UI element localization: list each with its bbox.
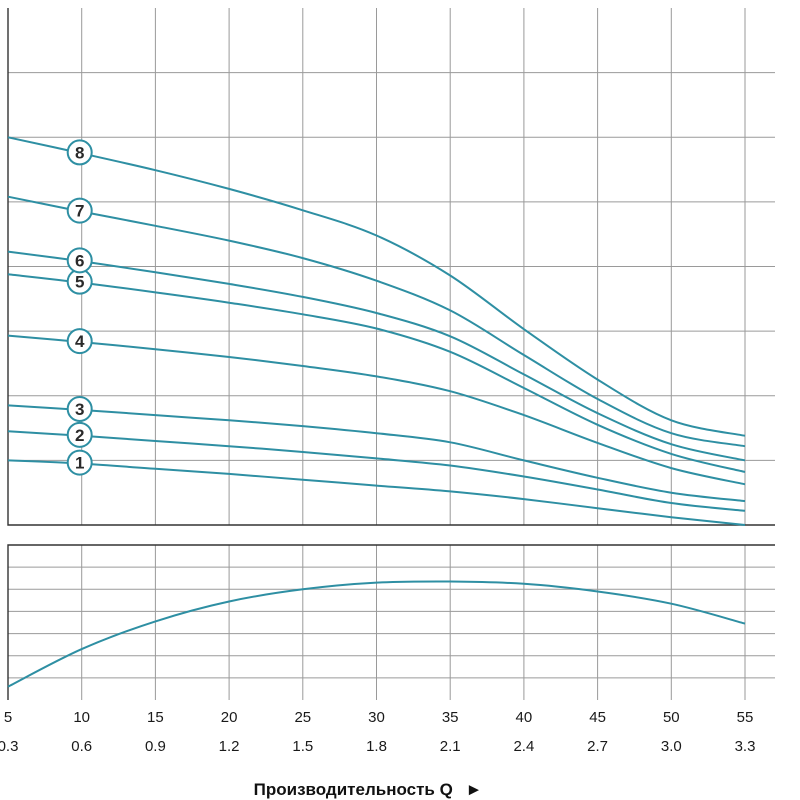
curve-badge-label: 4 bbox=[75, 332, 85, 351]
efficiency-panel-grid bbox=[7, 544, 775, 700]
curve-badge-label: 2 bbox=[75, 426, 84, 445]
curve-badge-circle bbox=[66, 449, 93, 476]
x-tick-primary: 30 bbox=[368, 709, 385, 726]
x-tick-primary: 25 bbox=[294, 709, 311, 726]
x-tick-primary: 10 bbox=[73, 709, 90, 726]
x-tick-primary: 40 bbox=[516, 709, 533, 726]
head-curve-6 bbox=[7, 250, 746, 462]
curve-badge-label: 7 bbox=[75, 202, 84, 221]
x-axis-title-text: Производительность Q bbox=[254, 780, 453, 799]
curve-badge-circle bbox=[66, 395, 93, 422]
x-ticks-secondary: 0.3 0.6 0.9 1.2 1.5 1.8 2.1 2.4 2.7 3.0 3.3 bbox=[0, 738, 755, 755]
x-tick-primary: 15 bbox=[147, 709, 164, 726]
x-tick-secondary: 3.0 bbox=[661, 738, 682, 755]
curve-badge-4: 4 bbox=[66, 328, 93, 355]
curve-badge-label: 3 bbox=[75, 400, 84, 419]
x-tick-primary: 45 bbox=[589, 709, 606, 726]
x-tick-primary: 5 bbox=[4, 709, 12, 726]
curve-badge-8: 8 bbox=[66, 139, 93, 166]
x-axis-arrow: ► bbox=[466, 780, 483, 799]
x-tick-secondary: 1.2 bbox=[219, 738, 240, 755]
x-tick-secondary: 0.6 bbox=[71, 738, 92, 755]
curve-badge-label: 5 bbox=[75, 273, 84, 292]
x-axis-title: Производительность Q ► bbox=[254, 780, 483, 799]
head-curve-4 bbox=[7, 334, 746, 486]
curve-badge-6: 6 bbox=[66, 247, 93, 274]
curve-badge-circle bbox=[66, 247, 93, 274]
x-ticks-primary: 5 10 15 20 25 30 35 40 45 50 55 bbox=[4, 709, 754, 726]
curve-badge-label: 8 bbox=[75, 143, 84, 162]
curve-badge-circle bbox=[66, 139, 93, 166]
curve-badge-7: 7 bbox=[66, 197, 93, 224]
curve-badge-circle bbox=[66, 328, 93, 355]
x-tick-secondary: 0.3 bbox=[0, 738, 18, 755]
x-tick-primary: 55 bbox=[737, 709, 754, 726]
head-curve-2 bbox=[7, 430, 746, 512]
x-tick-secondary: 0.9 bbox=[145, 738, 166, 755]
head-curves bbox=[7, 136, 746, 526]
x-tick-secondary: 2.1 bbox=[440, 738, 461, 755]
x-tick-primary: 20 bbox=[221, 709, 238, 726]
x-tick-secondary: 2.4 bbox=[513, 738, 534, 755]
curve-badge-label: 6 bbox=[75, 251, 84, 270]
curve-badge-2: 2 bbox=[66, 421, 93, 448]
head-curve-8 bbox=[7, 136, 746, 437]
head-panel-frame bbox=[7, 8, 775, 526]
head-curve-7 bbox=[7, 195, 746, 448]
efficiency-curve bbox=[7, 580, 746, 688]
curve-badge-3: 3 bbox=[66, 395, 93, 422]
curve-badge-label: 1 bbox=[75, 454, 84, 473]
head-curve-5 bbox=[7, 273, 746, 473]
curve-badge-circle bbox=[66, 421, 93, 448]
x-tick-secondary: 2.7 bbox=[587, 738, 608, 755]
curve-badge-circle bbox=[66, 197, 93, 224]
x-tick-primary: 50 bbox=[663, 709, 680, 726]
eff-panel-frame bbox=[7, 544, 775, 700]
x-tick-secondary: 3.3 bbox=[735, 738, 756, 755]
x-tick-secondary: 1.5 bbox=[292, 738, 313, 755]
curve-badge-1: 1 bbox=[66, 449, 93, 476]
curve-badges: 1 2 3 4 5 6 7 8 bbox=[66, 139, 93, 476]
head-curve-1 bbox=[7, 459, 746, 526]
x-tick-secondary: 1.8 bbox=[366, 738, 387, 755]
x-tick-primary: 35 bbox=[442, 709, 459, 726]
head-curve-3 bbox=[7, 404, 746, 503]
efficiency-curves bbox=[7, 580, 746, 688]
